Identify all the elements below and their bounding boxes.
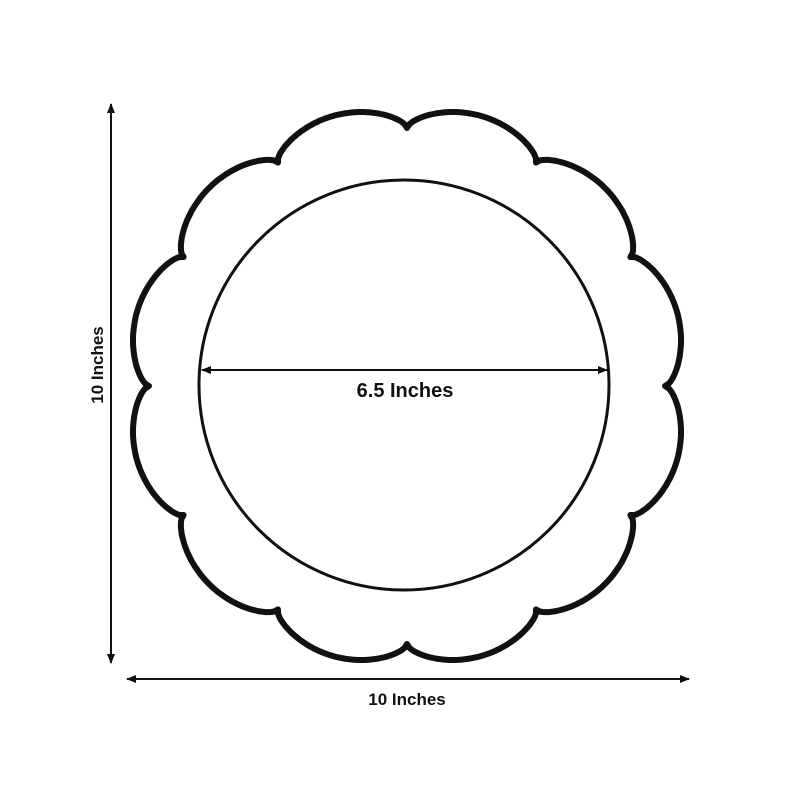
scalloped-plate-outline [130,109,684,663]
height-label: 10 Inches [88,326,107,404]
width-label: 10 Inches [368,690,446,709]
inner-diameter-label: 6.5 Inches [357,380,454,402]
inner-plate-circle [197,178,611,592]
